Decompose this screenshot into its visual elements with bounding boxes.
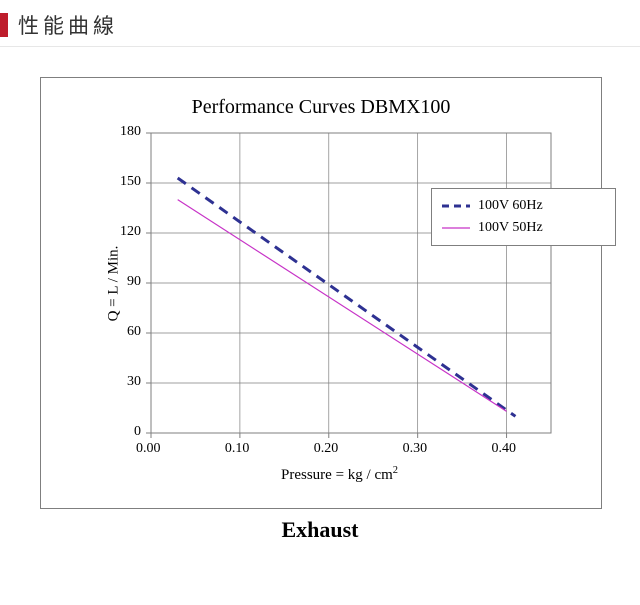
- chart-caption: Exhaust: [40, 517, 600, 543]
- chart-legend: 100V 60Hz 100V 50Hz: [431, 188, 616, 246]
- header-accent: [0, 13, 8, 37]
- x-tick-label: 0.10: [225, 441, 250, 457]
- x-tick-label: 0.00: [136, 441, 161, 457]
- y-tick-label: 180: [120, 124, 141, 140]
- chart-container: Performance Curves DBMX100 0.000.100.200…: [40, 77, 600, 543]
- legend-label: 100V 60Hz: [478, 198, 543, 214]
- y-axis-label: Q = L / Min.: [105, 246, 122, 322]
- page-title: 性能曲線: [18, 10, 118, 40]
- y-tick-label: 90: [127, 274, 141, 290]
- y-tick-label: 30: [127, 374, 141, 390]
- x-tick-label: 0.40: [492, 441, 517, 457]
- y-tick-label: 60: [127, 324, 141, 340]
- legend-swatch-icon: [442, 199, 470, 213]
- y-tick-label: 120: [120, 224, 141, 240]
- chart-box: Performance Curves DBMX100 0.000.100.200…: [40, 77, 602, 509]
- x-tick-label: 0.20: [314, 441, 339, 457]
- legend-swatch-icon: [442, 221, 470, 235]
- x-axis-label: Pressure = kg / cm2: [281, 465, 398, 484]
- legend-label: 100V 50Hz: [478, 220, 543, 236]
- legend-item: 100V 60Hz: [442, 195, 605, 217]
- page-header: 性能曲線: [0, 0, 640, 47]
- y-tick-label: 0: [134, 424, 141, 440]
- x-tick-label: 0.30: [403, 441, 428, 457]
- y-tick-label: 150: [120, 174, 141, 190]
- legend-item: 100V 50Hz: [442, 217, 605, 239]
